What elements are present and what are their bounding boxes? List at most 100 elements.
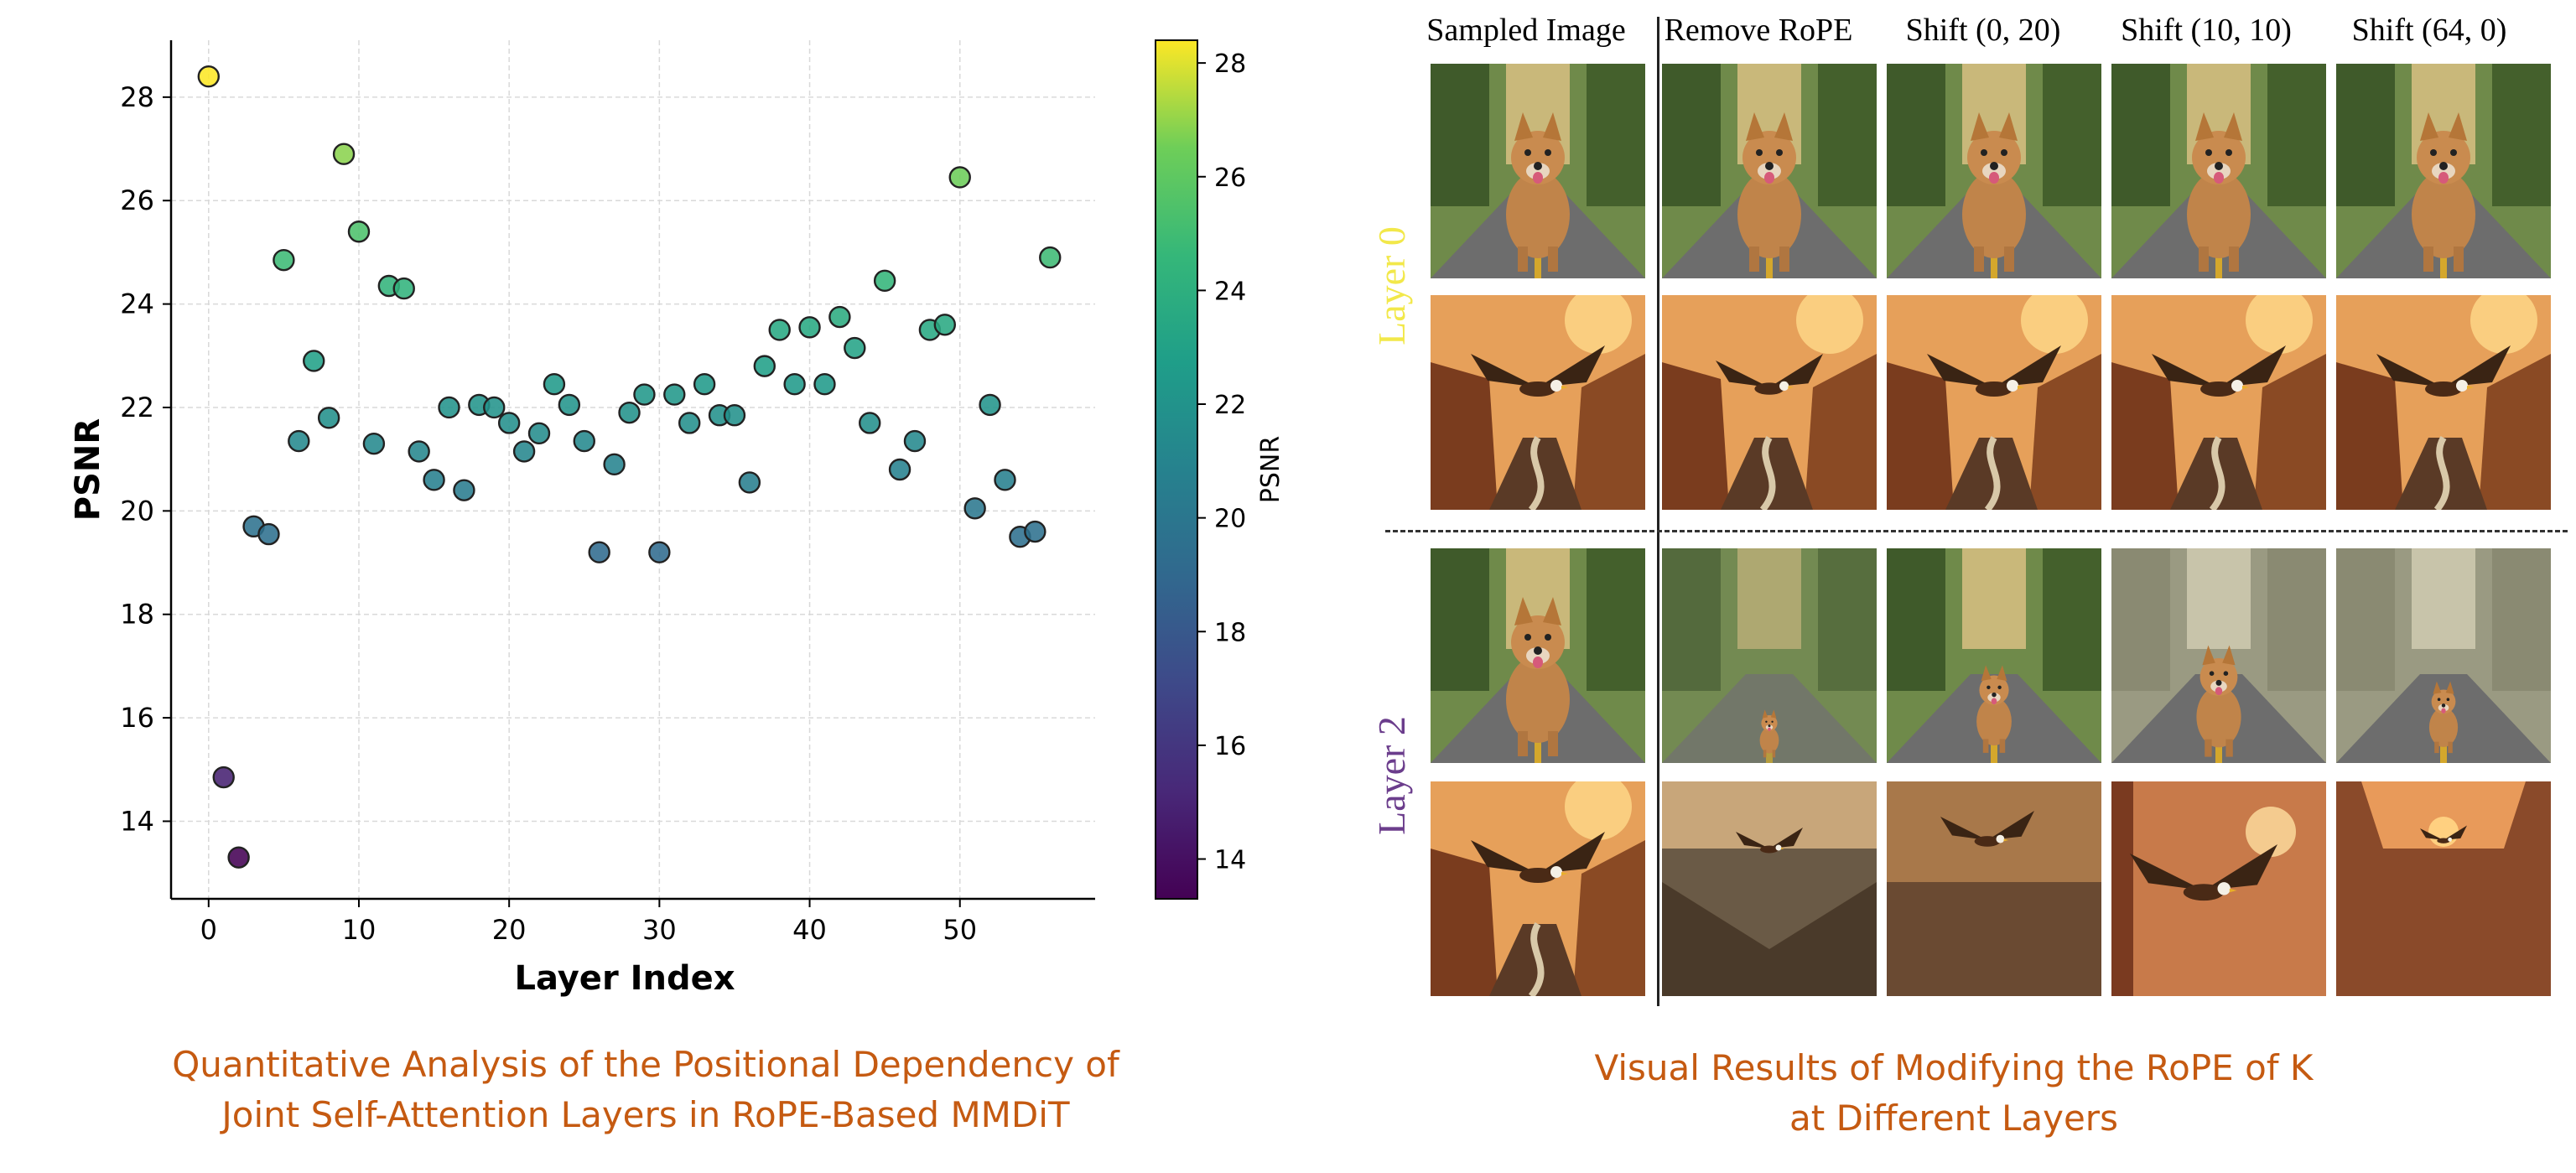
- colorbar-gradient: [1155, 39, 1198, 900]
- data-point: [663, 383, 686, 406]
- image-tile: [1431, 295, 1645, 510]
- data-point: [257, 522, 280, 546]
- x-tick-label: 10: [342, 914, 377, 946]
- data-point: [558, 393, 581, 417]
- y-tick-label: 22: [120, 392, 154, 423]
- data-point: [753, 355, 776, 377]
- data-point: [332, 143, 356, 165]
- colorbar-tick-label: 24: [1214, 277, 1246, 306]
- data-point: [317, 407, 340, 429]
- data-point: [1024, 520, 1046, 543]
- data-point: [903, 429, 927, 453]
- data-point: [527, 422, 551, 445]
- image-tile: [1887, 64, 2101, 278]
- image-tile: [1431, 64, 1645, 278]
- data-point: [828, 305, 851, 329]
- data-point: [783, 373, 806, 396]
- y-tick-label: 18: [120, 599, 154, 631]
- image-tile: [2111, 781, 2326, 996]
- y-axis-label: PSNR: [69, 418, 107, 521]
- colorbar-label: PSNR: [1256, 436, 1285, 503]
- data-point: [1039, 246, 1062, 269]
- column-header-shift-10-10: Shift (10, 10): [2121, 13, 2292, 48]
- data-point: [273, 248, 295, 272]
- data-point: [497, 412, 521, 434]
- layer-2-label: Layer 2: [1370, 716, 1413, 835]
- x-tick-label: 40: [792, 914, 827, 946]
- column-separator: [1657, 17, 1659, 1006]
- image-tile: [1887, 781, 2101, 996]
- data-point: [963, 497, 986, 520]
- colorbar: 14 16 18 20 22 24 26 28 PSNR: [1155, 39, 1285, 900]
- image-tile: [1431, 548, 1645, 763]
- psnr-scatter-chart: 0 10 20 30 40 50 14 16 18 20 22 24 26 28 Layer Index PS…: [69, 39, 1285, 998]
- y-tick-label: 28: [120, 81, 154, 113]
- data-point: [573, 429, 595, 453]
- image-tile: [1662, 548, 1877, 763]
- colorbar-tick-label: 16: [1214, 732, 1246, 761]
- image-tile: [2336, 548, 2551, 763]
- data-point: [197, 65, 220, 88]
- x-tick-label: 20: [492, 914, 527, 946]
- data-point: [603, 453, 626, 476]
- image-tile: [1431, 781, 1645, 996]
- column-header-shift-0-20: Shift (0, 20): [1905, 13, 2061, 48]
- data-point: [633, 383, 656, 406]
- colorbar-tick-label: 20: [1214, 505, 1246, 534]
- data-point: [423, 469, 445, 491]
- right-caption: Visual Results of Modifying the RoPE of …: [1493, 1043, 2415, 1144]
- data-point: [227, 846, 250, 869]
- column-header-shift-64-0: Shift (64, 0): [2351, 13, 2507, 48]
- column-header-remove-rope: Remove RoPE: [1664, 13, 1853, 48]
- image-tile: [2336, 64, 2551, 278]
- y-tick-label: 14: [120, 805, 154, 837]
- y-tick-label: 26: [120, 184, 154, 216]
- y-tick-label: 24: [120, 288, 154, 320]
- data-point: [288, 429, 310, 453]
- image-tile: [2111, 295, 2326, 510]
- data-point: [347, 221, 371, 243]
- data-point: [933, 314, 957, 336]
- data-point: [994, 469, 1016, 491]
- data-point: [844, 336, 866, 360]
- left-caption-line-2: Joint Self-Attention Layers in RoPE-Base…: [221, 1094, 1070, 1135]
- data-point: [212, 766, 235, 789]
- data-point: [693, 373, 716, 396]
- data-point: [723, 404, 746, 427]
- y-tick-label: 20: [120, 495, 154, 527]
- colorbar-tick-label: 26: [1214, 163, 1246, 193]
- data-point: [798, 316, 821, 339]
- image-tile: [2111, 548, 2326, 763]
- data-point: [859, 412, 881, 434]
- data-point: [303, 350, 325, 372]
- data-point: [512, 440, 536, 463]
- data-point: [738, 471, 761, 494]
- image-tile: [2336, 781, 2551, 996]
- left-caption-line-1: Quantitative Analysis of the Positional …: [172, 1044, 1119, 1085]
- data-point: [979, 393, 1001, 417]
- image-tile: [1662, 295, 1877, 510]
- colorbar-tick-label: 22: [1214, 391, 1246, 420]
- x-tick-label: 0: [200, 914, 217, 946]
- data-point: [362, 432, 386, 455]
- colorbar-tick-label: 14: [1214, 846, 1246, 875]
- right-caption-line-2: at Different Layers: [1789, 1098, 2118, 1139]
- image-tile: [1887, 548, 2101, 763]
- image-tile: [1662, 64, 1877, 278]
- x-tick-label: 30: [642, 914, 677, 946]
- x-axis-label: Layer Index: [514, 959, 735, 998]
- x-tick-label: 50: [943, 914, 977, 946]
- data-point: [948, 166, 971, 189]
- data-point: [648, 541, 671, 563]
- colorbar-tick-label: 18: [1214, 618, 1246, 647]
- image-tile: [1662, 781, 1877, 996]
- data-point: [483, 396, 506, 419]
- y-tick-label: 16: [120, 702, 154, 734]
- data-point: [543, 373, 566, 396]
- layer-0-label: Layer 0: [1370, 226, 1413, 345]
- image-tile: [2336, 295, 2551, 510]
- data-point: [678, 412, 701, 434]
- data-point: [873, 269, 896, 293]
- colorbar-tick-label: 28: [1214, 49, 1246, 79]
- column-header-sampled-image: Sampled Image: [1426, 13, 1626, 48]
